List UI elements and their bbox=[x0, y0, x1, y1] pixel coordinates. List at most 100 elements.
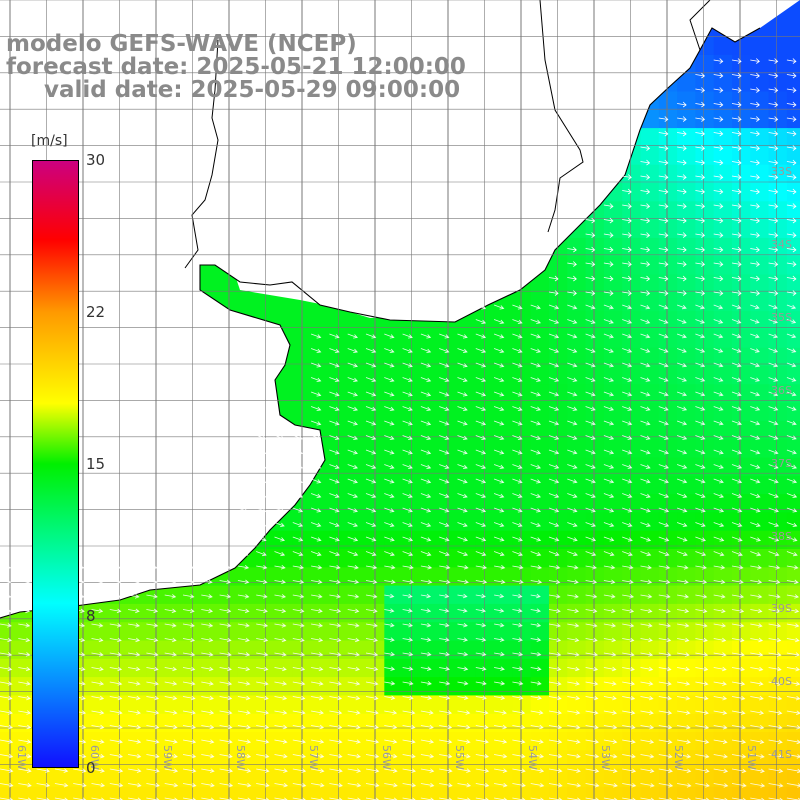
wind-cell bbox=[603, 201, 623, 221]
wind-arrow bbox=[695, 232, 706, 238]
wind-cell bbox=[457, 640, 477, 660]
wind-cell bbox=[274, 786, 294, 800]
wind-arrow bbox=[750, 377, 760, 382]
wind-arrow bbox=[713, 594, 726, 599]
wind-cell bbox=[329, 475, 349, 495]
wind-arrow bbox=[128, 579, 140, 584]
wind-arrow bbox=[768, 739, 783, 744]
wind-cell bbox=[786, 658, 800, 678]
wind-arrow bbox=[786, 116, 797, 122]
wind-arrow bbox=[548, 478, 560, 484]
wind-arrow bbox=[420, 406, 432, 411]
wind-arrow bbox=[585, 594, 598, 599]
wind-cell bbox=[603, 256, 623, 276]
wind-arrow bbox=[713, 348, 724, 353]
wind-arrow bbox=[786, 666, 800, 672]
wind-arrow bbox=[567, 551, 578, 557]
wind-cell bbox=[750, 183, 770, 202]
wind-arrow bbox=[622, 478, 633, 484]
wind-arrow bbox=[310, 522, 322, 527]
wind-cell bbox=[347, 366, 367, 385]
wind-arrow bbox=[256, 435, 267, 440]
wind-arrow bbox=[365, 536, 377, 542]
wind-cell bbox=[768, 658, 788, 678]
wind-arrow bbox=[347, 406, 358, 411]
wind-cell bbox=[585, 384, 605, 404]
wind-arrow bbox=[786, 754, 800, 759]
wind-arrow bbox=[91, 637, 104, 643]
wind-cell bbox=[768, 768, 788, 788]
wind-cell bbox=[420, 549, 440, 568]
wind-cell bbox=[512, 329, 532, 349]
wind-cell bbox=[658, 494, 678, 513]
wind-arrow bbox=[676, 464, 688, 469]
wind-cell bbox=[640, 384, 660, 404]
wind-arrow bbox=[585, 493, 596, 498]
wind-arrow bbox=[0, 623, 12, 628]
wind-cell bbox=[732, 786, 751, 800]
wind-arrow bbox=[677, 188, 687, 195]
wind-arrow bbox=[310, 507, 322, 513]
wind-arrow bbox=[713, 377, 724, 382]
colorbar-tick-15: 15 bbox=[86, 455, 106, 473]
wind-cell bbox=[329, 750, 349, 770]
wind-arrow bbox=[256, 666, 269, 672]
wind-arrow bbox=[310, 536, 322, 542]
wind-cell bbox=[237, 603, 257, 623]
wind-arrow bbox=[457, 710, 471, 715]
wind-arrow bbox=[786, 304, 797, 310]
wind-arrow bbox=[786, 261, 797, 267]
wind-cell bbox=[512, 311, 532, 330]
wind-arrow bbox=[182, 724, 196, 730]
wind-arrow bbox=[640, 246, 651, 253]
wind-arrow bbox=[365, 695, 379, 701]
wind-cell bbox=[732, 311, 751, 330]
wind-cell bbox=[128, 677, 147, 696]
colorbar-tick-0: 0 bbox=[86, 759, 96, 777]
wind-arrow bbox=[640, 783, 655, 788]
wind-arrow bbox=[256, 522, 267, 527]
wind-cell bbox=[750, 292, 770, 312]
wind-arrow bbox=[548, 362, 560, 368]
wind-cell bbox=[640, 219, 660, 239]
wind-cell bbox=[640, 494, 660, 513]
wind-arrow bbox=[292, 608, 305, 614]
wind-cell bbox=[402, 549, 422, 568]
wind-arrow bbox=[530, 319, 541, 324]
wind-arrow bbox=[713, 739, 728, 744]
wind-arrow bbox=[768, 348, 779, 353]
wind-arrow bbox=[640, 579, 653, 585]
wind-arrow bbox=[603, 797, 618, 800]
wind-cell bbox=[329, 420, 349, 440]
wind-arrow bbox=[512, 435, 523, 440]
wind-cell bbox=[549, 768, 568, 788]
wind-cell bbox=[768, 201, 788, 221]
wind-arrow bbox=[475, 362, 487, 368]
wind-arrow bbox=[439, 695, 451, 700]
wind-cell bbox=[695, 146, 715, 166]
wind-arrow bbox=[567, 608, 580, 614]
wind-arrow bbox=[475, 493, 487, 498]
wind-arrow bbox=[731, 666, 746, 672]
wind-cell bbox=[713, 677, 733, 696]
wind-arrow bbox=[457, 348, 468, 353]
wind-arrow bbox=[676, 348, 687, 353]
wind-arrow bbox=[731, 130, 742, 137]
wind-cell bbox=[311, 384, 330, 404]
wind-cell bbox=[585, 457, 605, 477]
wind-cell bbox=[768, 420, 788, 440]
wind-arrow bbox=[713, 275, 724, 282]
wind-arrow bbox=[365, 362, 377, 368]
wind-cell bbox=[164, 677, 184, 696]
wind-arrow bbox=[347, 478, 358, 484]
wind-cell bbox=[677, 549, 696, 568]
wind-cell bbox=[457, 494, 477, 513]
wind-arrow bbox=[182, 594, 195, 599]
longitude-label: 59W bbox=[161, 745, 174, 770]
wind-arrow bbox=[439, 768, 453, 773]
wind-arrow bbox=[256, 564, 268, 570]
wind-cell bbox=[640, 201, 660, 221]
wind-cell bbox=[585, 256, 605, 276]
wind-arrow bbox=[439, 362, 450, 368]
wind-cell bbox=[567, 786, 587, 800]
